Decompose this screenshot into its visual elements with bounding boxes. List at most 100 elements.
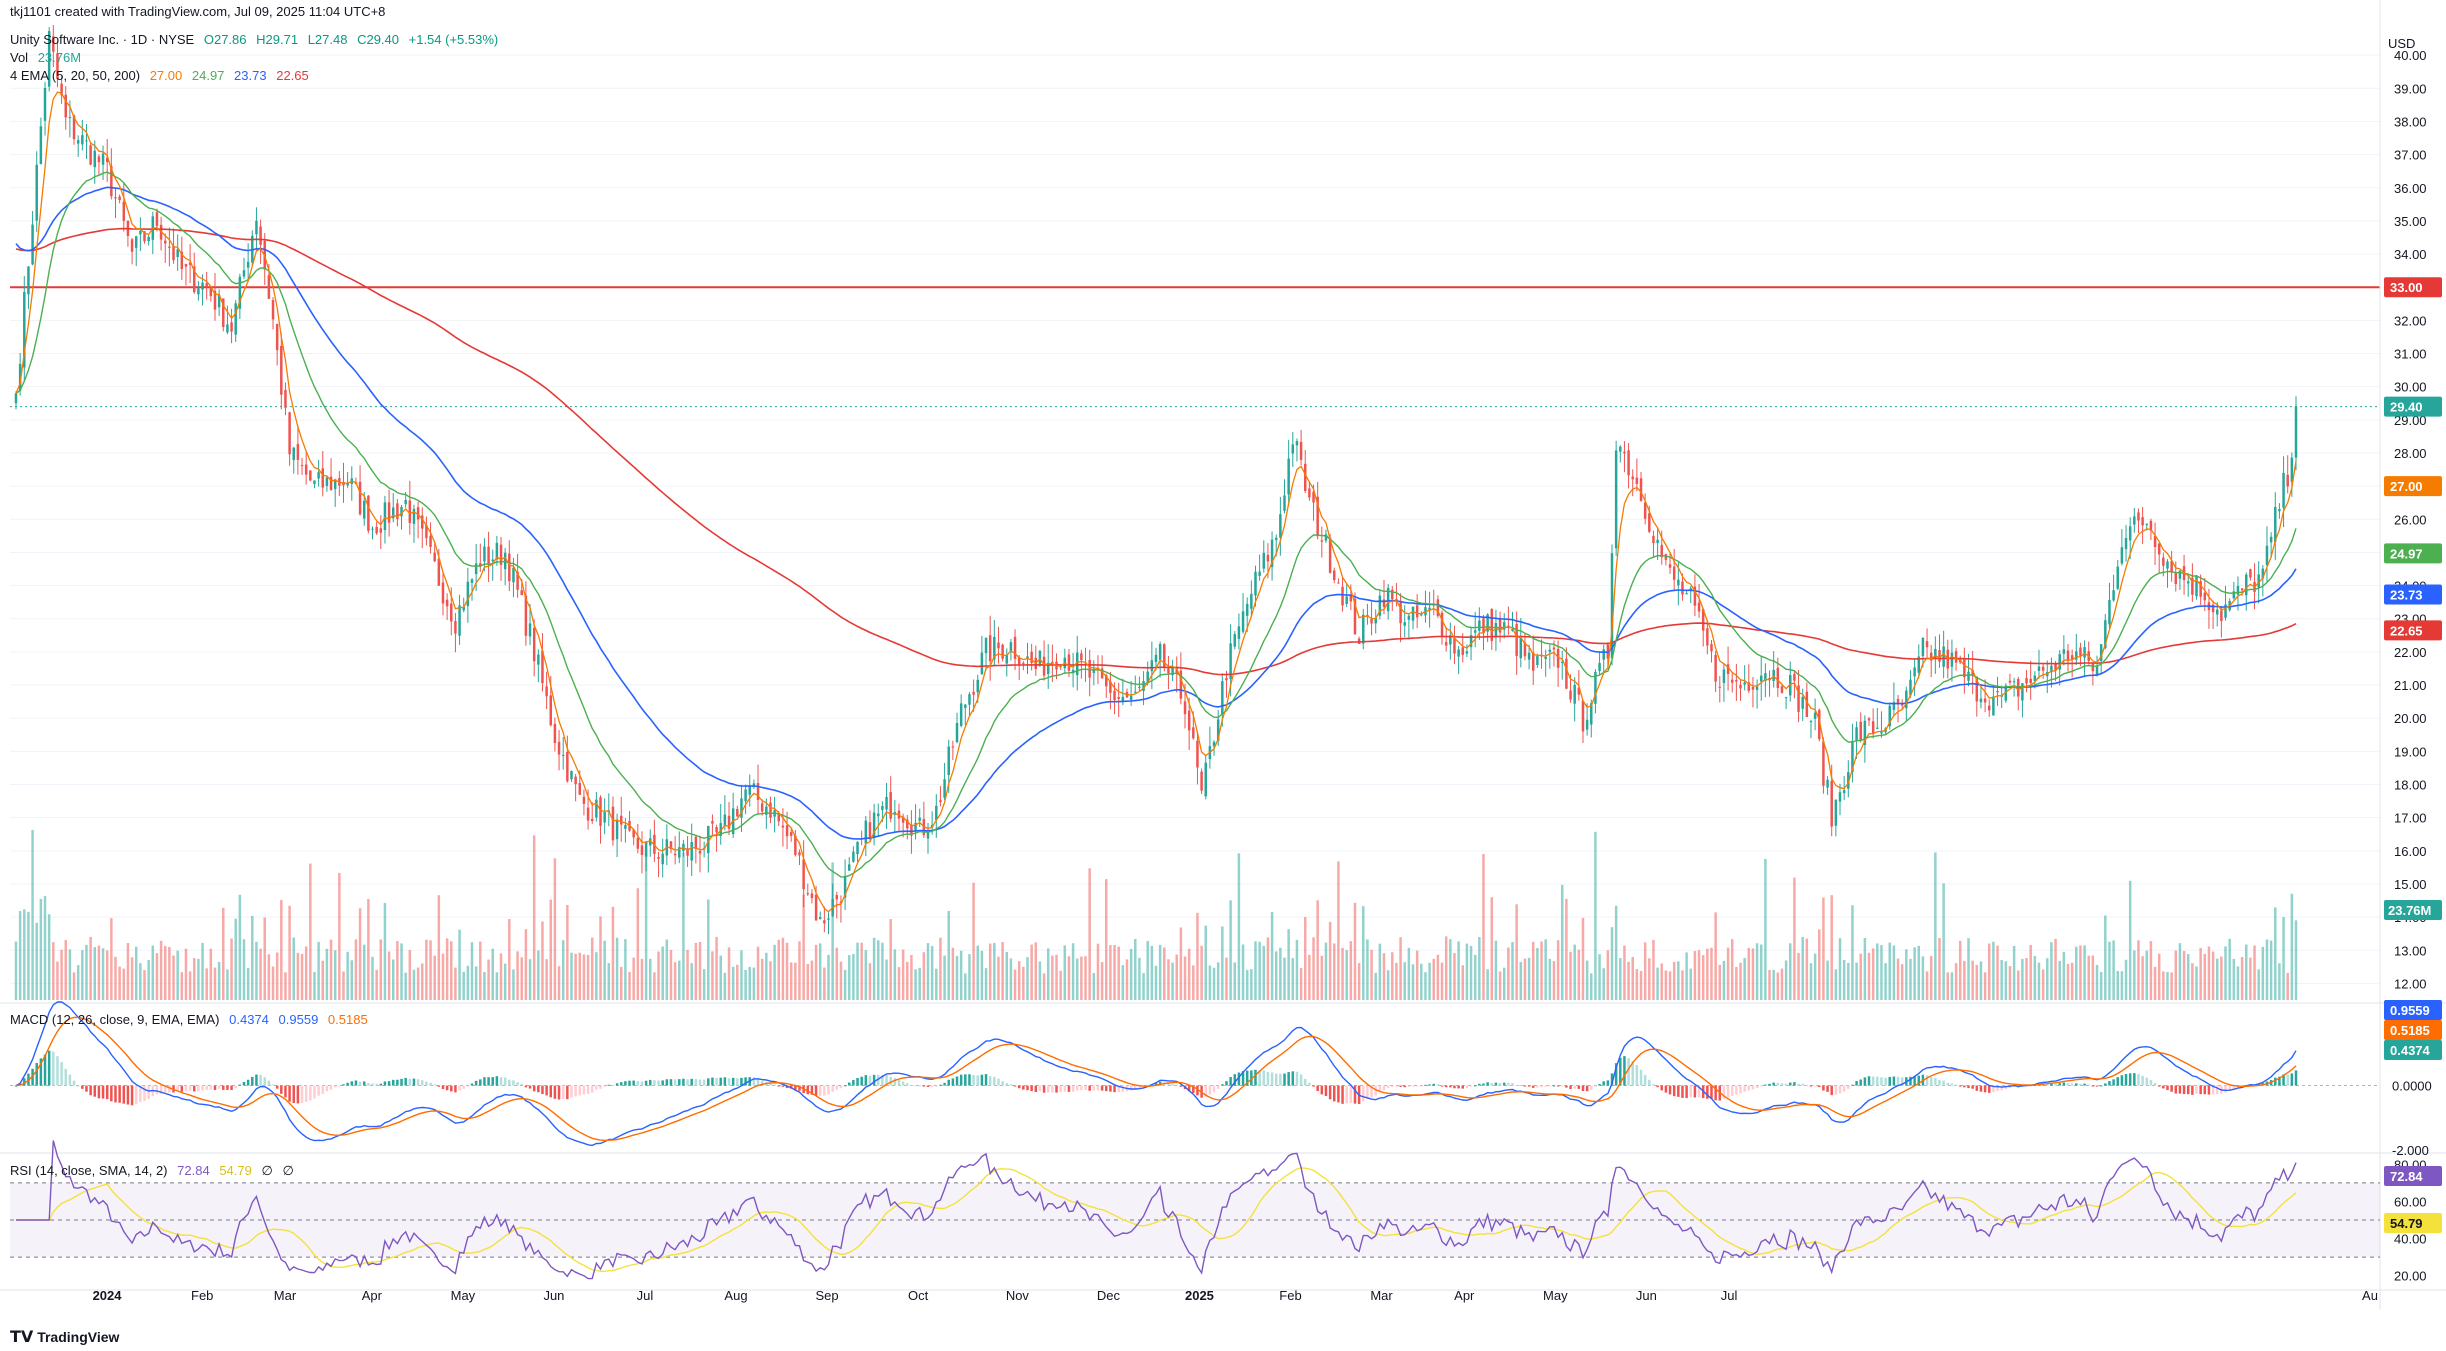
candle-body xyxy=(678,847,681,858)
candle-body xyxy=(288,412,291,455)
candle-body xyxy=(105,157,109,163)
candle-body xyxy=(619,815,623,825)
macd-hist-bar xyxy=(1909,1076,1912,1086)
volume-bar xyxy=(201,942,204,1000)
volume-bar xyxy=(1826,960,1829,1000)
volume-bar xyxy=(1614,905,1618,1000)
candle-body xyxy=(997,642,1000,649)
macd-hist-bar xyxy=(814,1085,818,1097)
ema20-line xyxy=(15,171,2297,878)
volume-bar xyxy=(744,969,747,1000)
macd-hist-bar xyxy=(1552,1085,1556,1087)
candle-body xyxy=(1229,643,1232,679)
candle-body xyxy=(843,875,847,898)
volume-bar xyxy=(354,939,358,1000)
macd-hist-bar xyxy=(1308,1082,1311,1086)
volume-bar xyxy=(404,972,407,1000)
rsi-ma-line xyxy=(16,1167,2297,1273)
candle-body xyxy=(1913,667,1916,677)
candle-body xyxy=(951,746,955,748)
macd-hist-bar xyxy=(719,1077,722,1086)
ema-label: 4 EMA (5, 20, 50, 200) xyxy=(10,68,141,83)
candle-body xyxy=(193,266,196,293)
volume-bar xyxy=(781,937,785,1000)
volume-bar xyxy=(611,906,615,1000)
price-tick-label: 31.00 xyxy=(2394,347,2427,362)
macd-hist-bar xyxy=(532,1085,536,1092)
macd-hist-bar xyxy=(968,1074,971,1086)
volume-bar xyxy=(1797,952,1800,1000)
macd-hist-bar xyxy=(1092,1085,1096,1091)
volume-bar xyxy=(947,910,950,1000)
price-badge xyxy=(2384,543,2442,564)
volume-bar xyxy=(2294,920,2298,1000)
macd-hist-bar xyxy=(727,1078,731,1086)
macd-hist-bar xyxy=(1444,1085,1448,1088)
candle-body xyxy=(910,824,913,836)
candle-body xyxy=(810,893,814,899)
volume-bar xyxy=(1693,950,1697,1000)
macd-hist-bar xyxy=(1672,1085,1676,1097)
candle-body xyxy=(1204,762,1207,797)
macd-hist-bar xyxy=(1167,1083,1170,1086)
candle-body xyxy=(1623,451,1626,454)
candle-body xyxy=(1138,686,1141,688)
macd-hist-bar xyxy=(1954,1084,1958,1086)
macd-hist-bar xyxy=(1241,1071,1245,1086)
candle-body xyxy=(1154,654,1158,663)
macd-hist-bar xyxy=(1793,1082,1796,1086)
volume-bar xyxy=(2000,959,2003,1000)
macd-hist-bar xyxy=(582,1085,586,1095)
volume-bar xyxy=(777,939,781,1000)
ohlc-open: O27.86 xyxy=(203,32,247,47)
macd-hist-bar xyxy=(267,1080,271,1086)
macd-hist-bar xyxy=(56,1056,59,1086)
time-tick-label: Sep xyxy=(815,1288,838,1303)
candle-body xyxy=(2058,654,2061,670)
candle-body xyxy=(2195,575,2198,597)
candle-body xyxy=(2021,683,2024,701)
macd-hist-bar xyxy=(1349,1085,1353,1103)
volume-bar xyxy=(1071,943,1075,1000)
time-tick-label: May xyxy=(1543,1288,1568,1303)
volume-bar xyxy=(197,958,200,1000)
macd-hist-bar xyxy=(984,1074,988,1086)
candle-body xyxy=(76,140,80,144)
time-tick-label: Mar xyxy=(274,1288,297,1303)
volume-bar xyxy=(707,899,710,1000)
volume-bar xyxy=(2008,966,2012,1000)
candle-body xyxy=(1287,458,1290,495)
candle-body xyxy=(578,782,582,795)
macd-tick-label: 0.0000 xyxy=(2392,1079,2432,1094)
candle-body xyxy=(649,838,652,846)
candle-body xyxy=(814,894,818,921)
candle-body xyxy=(2245,574,2248,596)
candle-body xyxy=(955,722,959,743)
macd-hist-bar xyxy=(1345,1085,1348,1104)
candle-body xyxy=(1726,664,1730,675)
candle-body xyxy=(2157,543,2161,555)
macd-hist-bar xyxy=(110,1085,113,1102)
volume-bar xyxy=(1913,947,1916,1000)
volume-bar xyxy=(2070,962,2074,1000)
macd-line-value: 0.9559 xyxy=(278,1012,319,1027)
candle-body xyxy=(715,827,718,833)
volume-bar xyxy=(810,960,814,1000)
macd-hist-bar xyxy=(1536,1085,1539,1088)
volume-bar xyxy=(329,939,333,1000)
macd-hist-bar xyxy=(615,1083,619,1086)
macd-hist-bar xyxy=(1726,1085,1730,1098)
candle-body xyxy=(2240,588,2244,591)
macd-hist-bar xyxy=(222,1085,225,1090)
candle-body xyxy=(1013,636,1017,659)
candle-body xyxy=(1954,651,1958,663)
candle-body xyxy=(466,581,470,607)
volume-bar xyxy=(1751,948,1755,1000)
volume-bar xyxy=(806,963,810,1000)
candle-body xyxy=(1561,661,1564,664)
macd-hist-bar xyxy=(1233,1074,1237,1086)
candle-body xyxy=(2153,535,2157,548)
candle-body xyxy=(1196,740,1199,768)
volume-bar xyxy=(396,941,399,1000)
